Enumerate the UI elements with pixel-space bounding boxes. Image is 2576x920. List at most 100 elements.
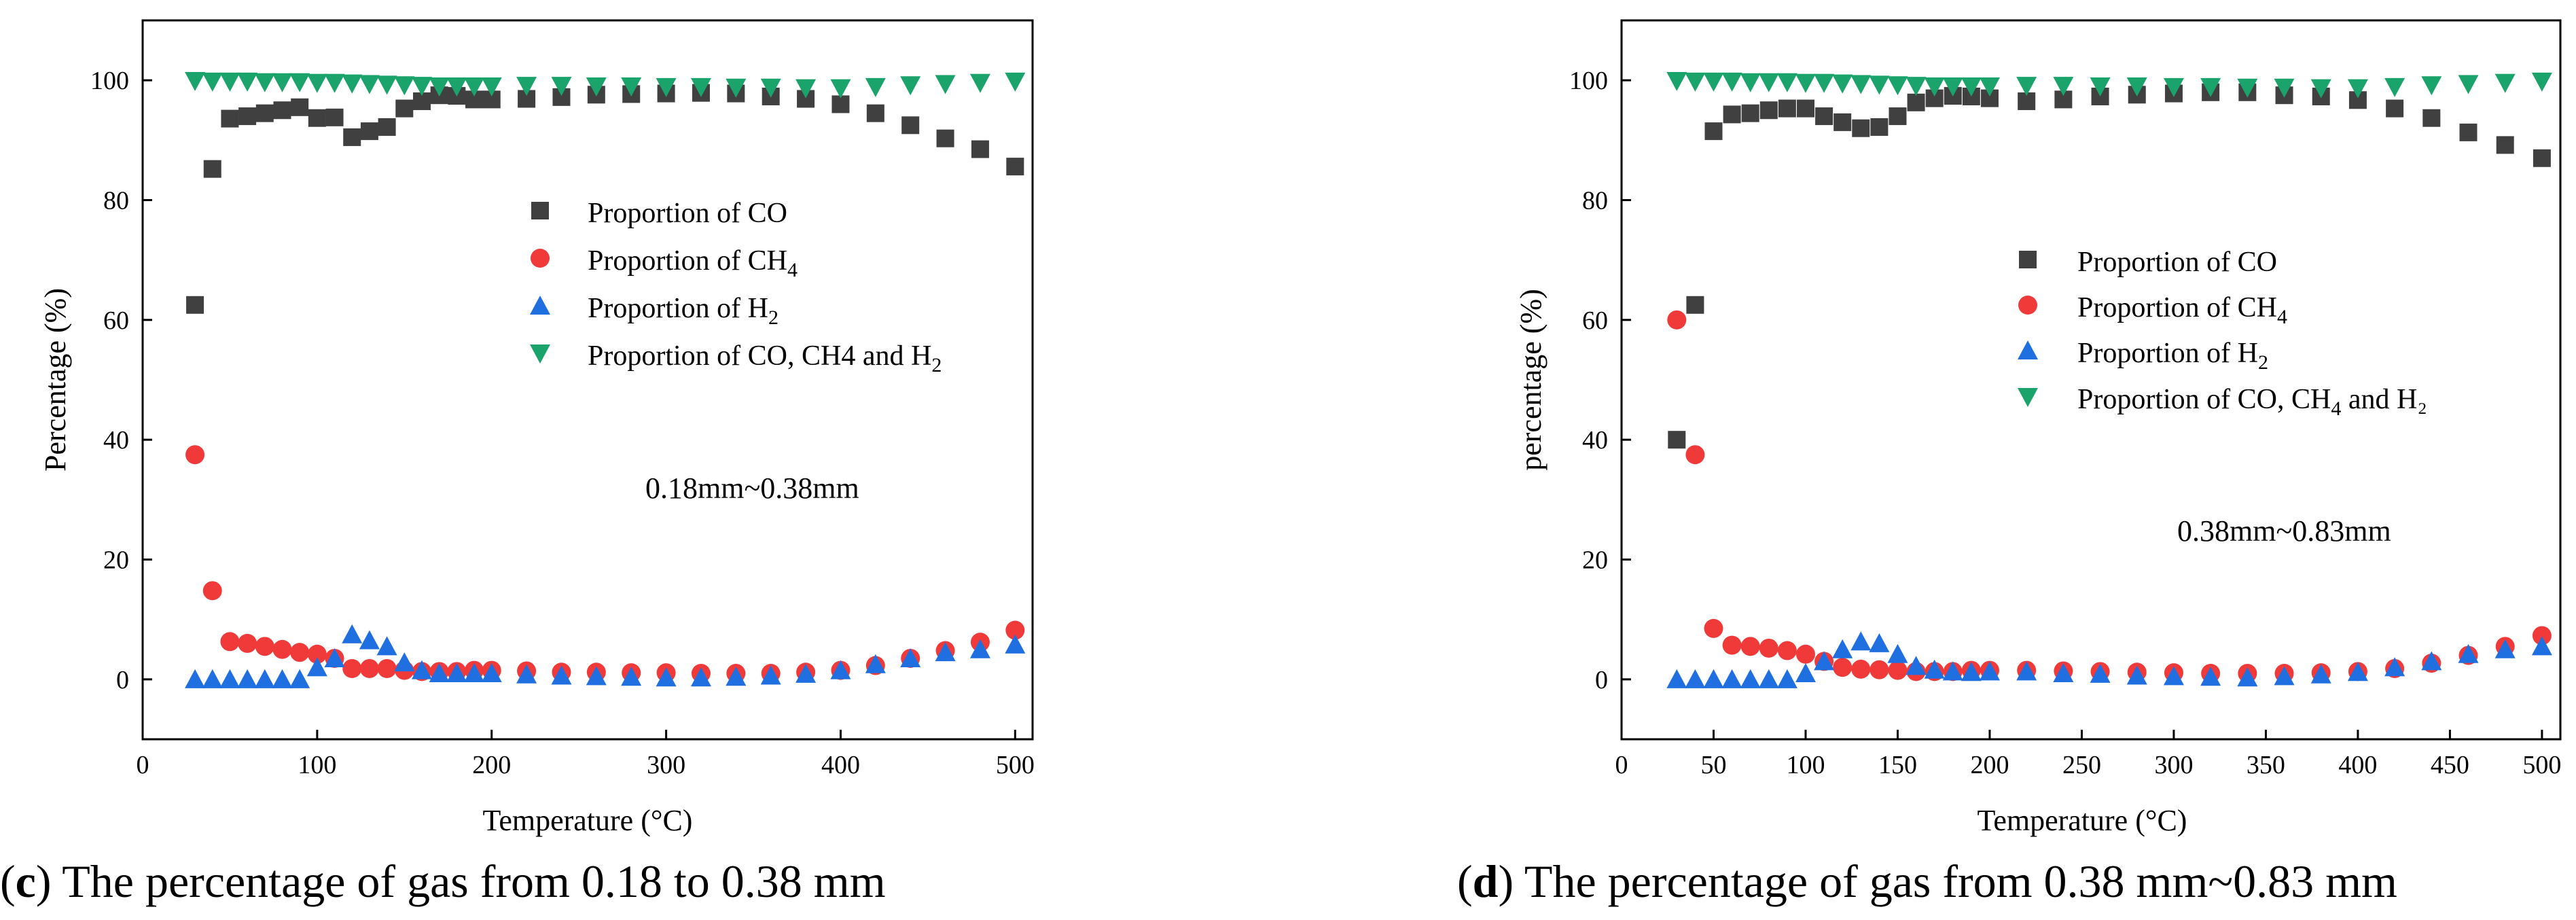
data-point-triangle-down	[1979, 77, 2000, 96]
x-tick-label: 400	[2338, 751, 2377, 779]
x-tick-label: 0	[1615, 751, 1628, 779]
data-point-square	[1006, 158, 1024, 176]
legend-label-ch4: Proportion of CH4	[588, 245, 798, 281]
data-point-triangle-down	[237, 72, 258, 92]
legend-marker-circle	[531, 249, 550, 268]
legend-label-subscript: 2	[768, 306, 779, 329]
data-point-triangle-up	[1942, 661, 1963, 681]
data-point-triangle-down	[219, 72, 240, 92]
data-point-triangle-down	[865, 77, 886, 97]
data-point-triangle-up	[2458, 643, 2479, 663]
data-point-triangle-down	[2237, 78, 2258, 98]
data-point-triangle-down	[900, 76, 921, 96]
data-point-triangle-down	[411, 77, 432, 96]
tick-label-group: 0 50 100 150 200 250 300 350 400 450 500 0 20 40 60 80 1…	[1569, 67, 2561, 779]
y-axis-title: Percentage (%)	[39, 288, 72, 472]
y-tick-label: 80	[103, 187, 129, 215]
data-point-triangle-up	[586, 666, 607, 686]
legend-symbols	[530, 202, 550, 364]
x-axis-title: Temperature (°C)	[1978, 804, 2187, 837]
data-point-triangle-down	[1795, 73, 1816, 93]
data-point-triangle-up	[1906, 656, 1927, 675]
data-point-triangle-up	[359, 630, 380, 650]
plot-frame	[141, 19, 1034, 741]
data-point-triangle-down	[2200, 77, 2221, 97]
data-point-triangle-down	[551, 77, 572, 96]
y-tick-label: 20	[1582, 546, 1608, 575]
data-point-triangle-down	[359, 75, 380, 94]
data-point-circle	[255, 637, 274, 656]
data-point-triangle-up	[656, 667, 677, 687]
data-point-square	[1778, 99, 1796, 118]
data-point-square	[273, 101, 291, 120]
data-point-triangle-up	[464, 663, 485, 683]
data-point-circle	[1685, 445, 1705, 465]
data-point-triangle-down	[1906, 77, 1927, 96]
chart-panel-d: 0 50 100 150 200 250 300 350 400 450 500 0 20 40 60 80 1…	[1457, 19, 2562, 907]
data-point-triangle-up	[795, 663, 817, 683]
data-point-square	[2533, 149, 2551, 167]
data-point-circle	[359, 658, 379, 678]
legend-label-subscript: 2	[931, 354, 942, 376]
data-point-triangle-down	[830, 79, 851, 99]
data-point-triangle-up	[306, 657, 327, 677]
legend-label-main: Proportion of CH	[588, 245, 787, 277]
data-point-triangle-down	[464, 77, 485, 96]
data-point-square	[343, 128, 361, 146]
data-point-triangle-up	[2531, 636, 2552, 656]
data-point-triangle-down	[2016, 77, 2037, 96]
chart-panel-c: 0 100 200 300 400 500 0 20 40 60 80 100 Percentage …	[0, 19, 1035, 907]
data-point-circle	[1704, 618, 1723, 638]
x-tick-label: 200	[472, 751, 511, 779]
data-point-triangle-up	[516, 664, 537, 684]
data-point-triangle-up	[2090, 663, 2111, 683]
data-point-square	[2422, 109, 2441, 127]
data-point-circle	[1759, 638, 1778, 658]
data-point-circle	[202, 581, 222, 601]
data-point-circle	[377, 658, 397, 678]
data-point-triangle-up	[726, 667, 747, 686]
x-tick-label: 300	[647, 751, 685, 779]
legend-label-main: Proportion of CO, CH4 and H	[588, 340, 931, 372]
data-point-triangle-down	[1758, 73, 1779, 92]
caption-c: (c) The percentage of gas from 0.18 to 0…	[0, 855, 886, 907]
data-point-triangle-up	[1740, 669, 1761, 688]
data-point-circle	[1888, 660, 1908, 680]
legend-label-subscript: 4	[2331, 397, 2341, 420]
data-point-square	[1833, 113, 1852, 131]
data-point-triangle-up	[621, 667, 642, 686]
y-axis-title: percentage (%)	[1514, 289, 1548, 470]
data-point-triangle-up	[1776, 669, 1797, 688]
legend-label-total: Proportion of CO, CH4 and H2	[588, 340, 942, 376]
legend-label-main: Proportion of H	[2077, 338, 2258, 369]
legend-marker-square	[2019, 251, 2037, 268]
data-point-square	[325, 108, 344, 126]
data-point-circle	[290, 643, 310, 662]
data-point-square	[1907, 93, 1925, 111]
data-point-triangle-down	[2531, 72, 2552, 92]
legend-label-main: Proportion of CO	[588, 198, 787, 229]
y-tick-label: 60	[1582, 306, 1608, 335]
x-tick-label: 0	[137, 751, 149, 779]
data-point-triangle-down	[1832, 74, 1853, 94]
data-point-triangle-down	[935, 75, 956, 94]
data-point-triangle-up	[865, 654, 886, 673]
data-point-triangle-up	[1924, 659, 1945, 679]
data-point-triangle-down	[690, 77, 711, 97]
data-point-triangle-up	[342, 624, 363, 643]
data-point-triangle-up	[1887, 643, 1908, 663]
data-point-square	[1759, 101, 1778, 120]
tick-group	[141, 79, 1016, 739]
tick-group	[1620, 79, 2543, 739]
data-point-triangle-up	[411, 660, 432, 679]
data-point-triangle-down	[1942, 77, 1963, 96]
data-point-triangle-up	[2126, 665, 2147, 685]
x-tick-label: 450	[2431, 751, 2469, 779]
y-tick-label: 0	[116, 666, 129, 694]
legend-marker-square	[531, 202, 549, 219]
legend-label-subscript: 2	[2258, 351, 2268, 374]
data-point-triangle-down	[516, 77, 537, 96]
legend-label-subscript: 4	[2277, 306, 2287, 328]
data-point-triangle-down	[202, 72, 223, 92]
legend: Proportion of CO Proportion of CH4 Propo…	[530, 198, 942, 376]
